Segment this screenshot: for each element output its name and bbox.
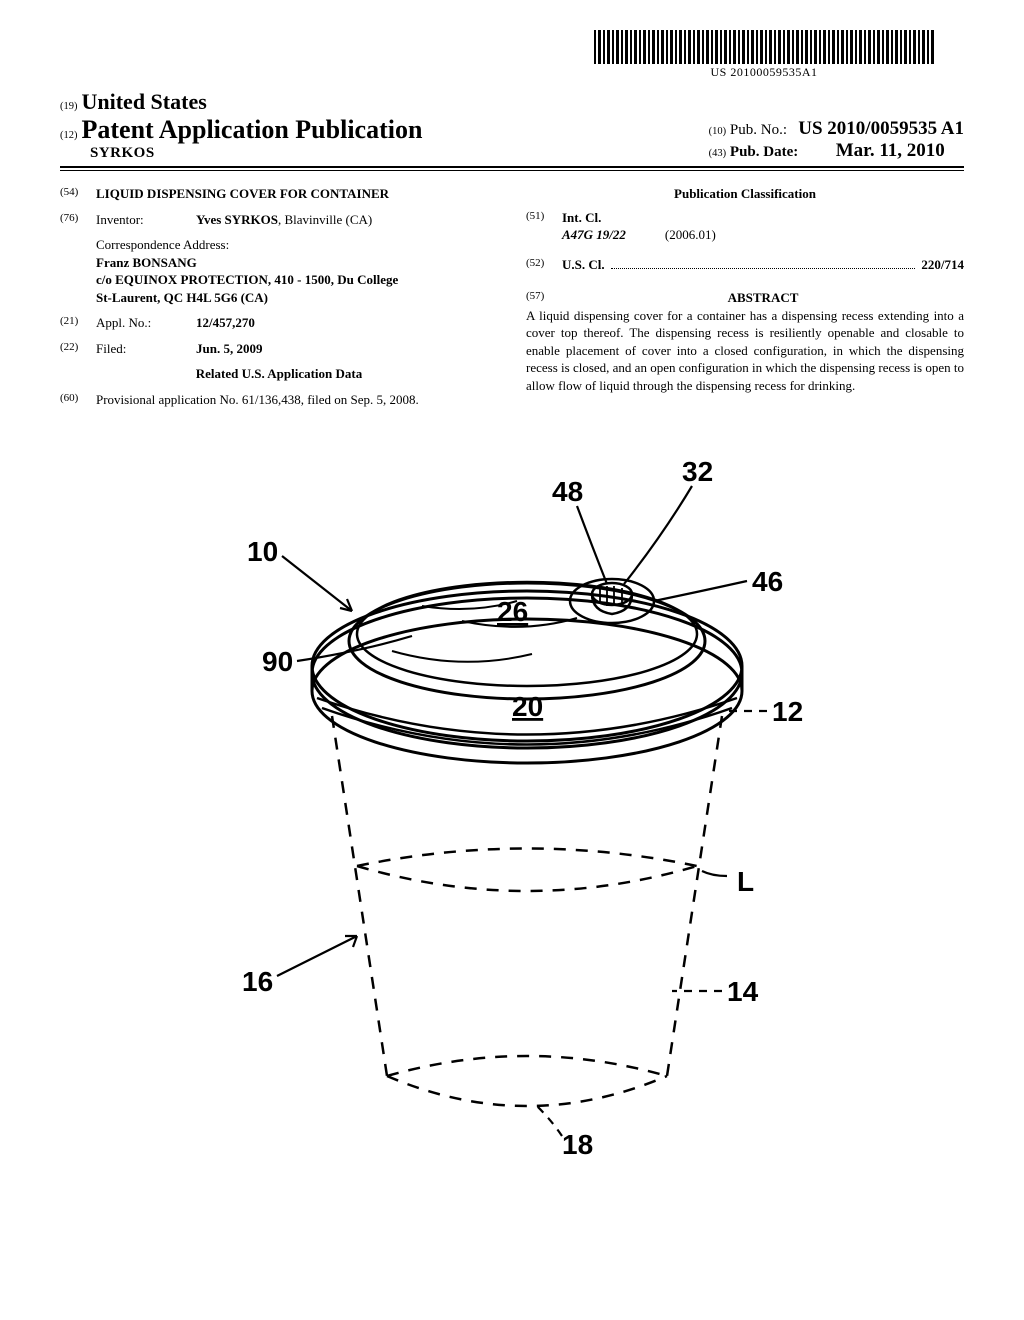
correspondence-line1: Franz BONSANG bbox=[96, 254, 498, 272]
intcl-row: (51) Int. Cl. A47G 19/22 (2006.01) bbox=[526, 209, 964, 244]
intcl-line: A47G 19/22 (2006.01) bbox=[562, 226, 964, 244]
provisional-row: (60) Provisional application No. 61/136,… bbox=[60, 391, 498, 409]
code-52: (52) bbox=[526, 256, 562, 274]
code-19: (19) bbox=[60, 101, 78, 112]
header-rule bbox=[60, 170, 964, 171]
correspondence-label: Correspondence Address: bbox=[96, 236, 498, 254]
label-48: 48 bbox=[552, 476, 583, 507]
code-51: (51) bbox=[526, 209, 562, 244]
patent-page: US 20100059535A1 (19) United States (12)… bbox=[0, 0, 1024, 1191]
label-90: 90 bbox=[262, 646, 293, 677]
code-57: (57) bbox=[526, 289, 562, 307]
label-46: 46 bbox=[752, 566, 783, 597]
label-16: 16 bbox=[242, 966, 273, 997]
cup-left-side bbox=[332, 716, 387, 1076]
publication-type: Patent Application Publication bbox=[82, 115, 423, 144]
intcl-label: Int. Cl. bbox=[562, 209, 964, 227]
filed-date: Jun. 5, 2009 bbox=[196, 340, 498, 358]
label-20: 20 bbox=[512, 691, 543, 722]
correspondence-block: Correspondence Address: Franz BONSANG c/… bbox=[96, 236, 498, 306]
header-left: (19) United States (12) Patent Applicati… bbox=[60, 89, 422, 162]
label-L: L bbox=[737, 866, 754, 897]
uscl-value: 220/714 bbox=[921, 256, 964, 274]
inventor-label: Inventor: bbox=[96, 211, 196, 229]
figure-area: 48 32 46 10 90 26 20 12 L 14 16 18 bbox=[60, 436, 964, 1161]
inventor-name: Yves SYRKOS bbox=[196, 212, 278, 227]
leader-18 bbox=[537, 1106, 562, 1136]
label-12: 12 bbox=[772, 696, 803, 727]
filed-label: Filed: bbox=[96, 340, 196, 358]
code-76: (76) bbox=[60, 211, 96, 229]
label-26: 26 bbox=[497, 596, 528, 627]
publication-date: Mar. 11, 2010 bbox=[836, 140, 945, 161]
inventor-value: Yves SYRKOS, Blavinville (CA) bbox=[196, 211, 498, 229]
filed-row: (22) Filed: Jun. 5, 2009 bbox=[60, 340, 498, 358]
label-14: 14 bbox=[727, 976, 759, 1007]
leader-48 bbox=[577, 506, 607, 584]
code-43: (43) bbox=[709, 148, 727, 159]
corr-code-spacer bbox=[60, 236, 96, 306]
cup-bottom-back bbox=[387, 1056, 667, 1076]
pub-no-label: Pub. No.: bbox=[730, 122, 787, 138]
applicant-name: SYRKOS bbox=[60, 145, 422, 162]
appl-no-row: (21) Appl. No.: 12/457,270 bbox=[60, 314, 498, 332]
abstract-text: A liquid dispensing cover for a containe… bbox=[526, 307, 964, 395]
cup-bottom-front bbox=[387, 1076, 667, 1106]
intcl-block: Int. Cl. A47G 19/22 (2006.01) bbox=[562, 209, 964, 244]
country: United States bbox=[82, 89, 207, 114]
bibliographic-columns: (54) LIQUID DISPENSING COVER FOR CONTAIN… bbox=[60, 185, 964, 416]
left-column: (54) LIQUID DISPENSING COVER FOR CONTAIN… bbox=[60, 185, 498, 416]
code-22: (22) bbox=[60, 340, 96, 358]
intcl-class: A47G 19/22 bbox=[562, 227, 626, 242]
code-60: (60) bbox=[60, 391, 96, 409]
uscl-row: (52) U.S. Cl. 220/714 bbox=[526, 256, 964, 274]
code-10: (10) bbox=[709, 126, 727, 137]
barcode-text: US 20100059535A1 bbox=[594, 65, 934, 80]
uscl-label: U.S. Cl. bbox=[562, 256, 605, 274]
barcode: US 20100059535A1 bbox=[594, 30, 934, 80]
document-header: (19) United States (12) Patent Applicati… bbox=[60, 89, 964, 168]
correspondence-line2: c/o EQUINOX PROTECTION, 410 - 1500, Du C… bbox=[96, 271, 498, 289]
invention-title: LIQUID DISPENSING COVER FOR CONTAINER bbox=[96, 185, 498, 203]
leader-32 bbox=[624, 486, 692, 584]
leader-16 bbox=[277, 936, 357, 976]
inventor-row: (76) Inventor: Yves SYRKOS, Blavinville … bbox=[60, 211, 498, 229]
uscl-block: U.S. Cl. 220/714 bbox=[562, 256, 964, 274]
code-12: (12) bbox=[60, 130, 78, 141]
leader-L bbox=[702, 871, 727, 876]
patent-figure: 48 32 46 10 90 26 20 12 L 14 16 18 bbox=[162, 436, 862, 1156]
title-row: (54) LIQUID DISPENSING COVER FOR CONTAIN… bbox=[60, 185, 498, 203]
uscl-dots bbox=[611, 257, 916, 268]
barcode-stripes bbox=[594, 30, 934, 64]
pub-date-label: Pub. Date: bbox=[730, 144, 798, 160]
label-18: 18 bbox=[562, 1129, 593, 1156]
barcode-region: US 20100059535A1 bbox=[60, 30, 964, 81]
inventor-location: , Blavinville (CA) bbox=[278, 212, 372, 227]
correspondence-line3: St-Laurent, QC H4L 5G6 (CA) bbox=[96, 289, 498, 307]
leader-46 bbox=[654, 581, 747, 601]
cup-right-side bbox=[667, 716, 722, 1076]
liquid-level-back bbox=[357, 849, 697, 867]
abstract-header: ABSTRACT bbox=[562, 289, 964, 307]
provisional-text: Provisional application No. 61/136,438, … bbox=[96, 391, 498, 409]
application-number: 12/457,270 bbox=[196, 314, 498, 332]
code-21: (21) bbox=[60, 314, 96, 332]
correspondence-row: Correspondence Address: Franz BONSANG c/… bbox=[60, 236, 498, 306]
lid-curve-1 bbox=[392, 651, 532, 662]
abstract-header-row: (57) ABSTRACT bbox=[526, 289, 964, 307]
publication-number: US 2010/0059535 A1 bbox=[798, 118, 964, 139]
label-10: 10 bbox=[247, 536, 278, 567]
header-right: (10) Pub. No.: US 2010/0059535 A1 (43) P… bbox=[709, 118, 964, 162]
related-app-header: Related U.S. Application Data bbox=[60, 365, 498, 383]
leader-10 bbox=[282, 556, 352, 611]
liquid-level-front bbox=[357, 866, 697, 891]
appl-no-label: Appl. No.: bbox=[96, 314, 196, 332]
classification-header: Publication Classification bbox=[526, 185, 964, 203]
intcl-date: (2006.01) bbox=[665, 227, 716, 242]
right-column: Publication Classification (51) Int. Cl.… bbox=[526, 185, 964, 416]
code-54: (54) bbox=[60, 185, 96, 203]
label-32: 32 bbox=[682, 456, 713, 487]
